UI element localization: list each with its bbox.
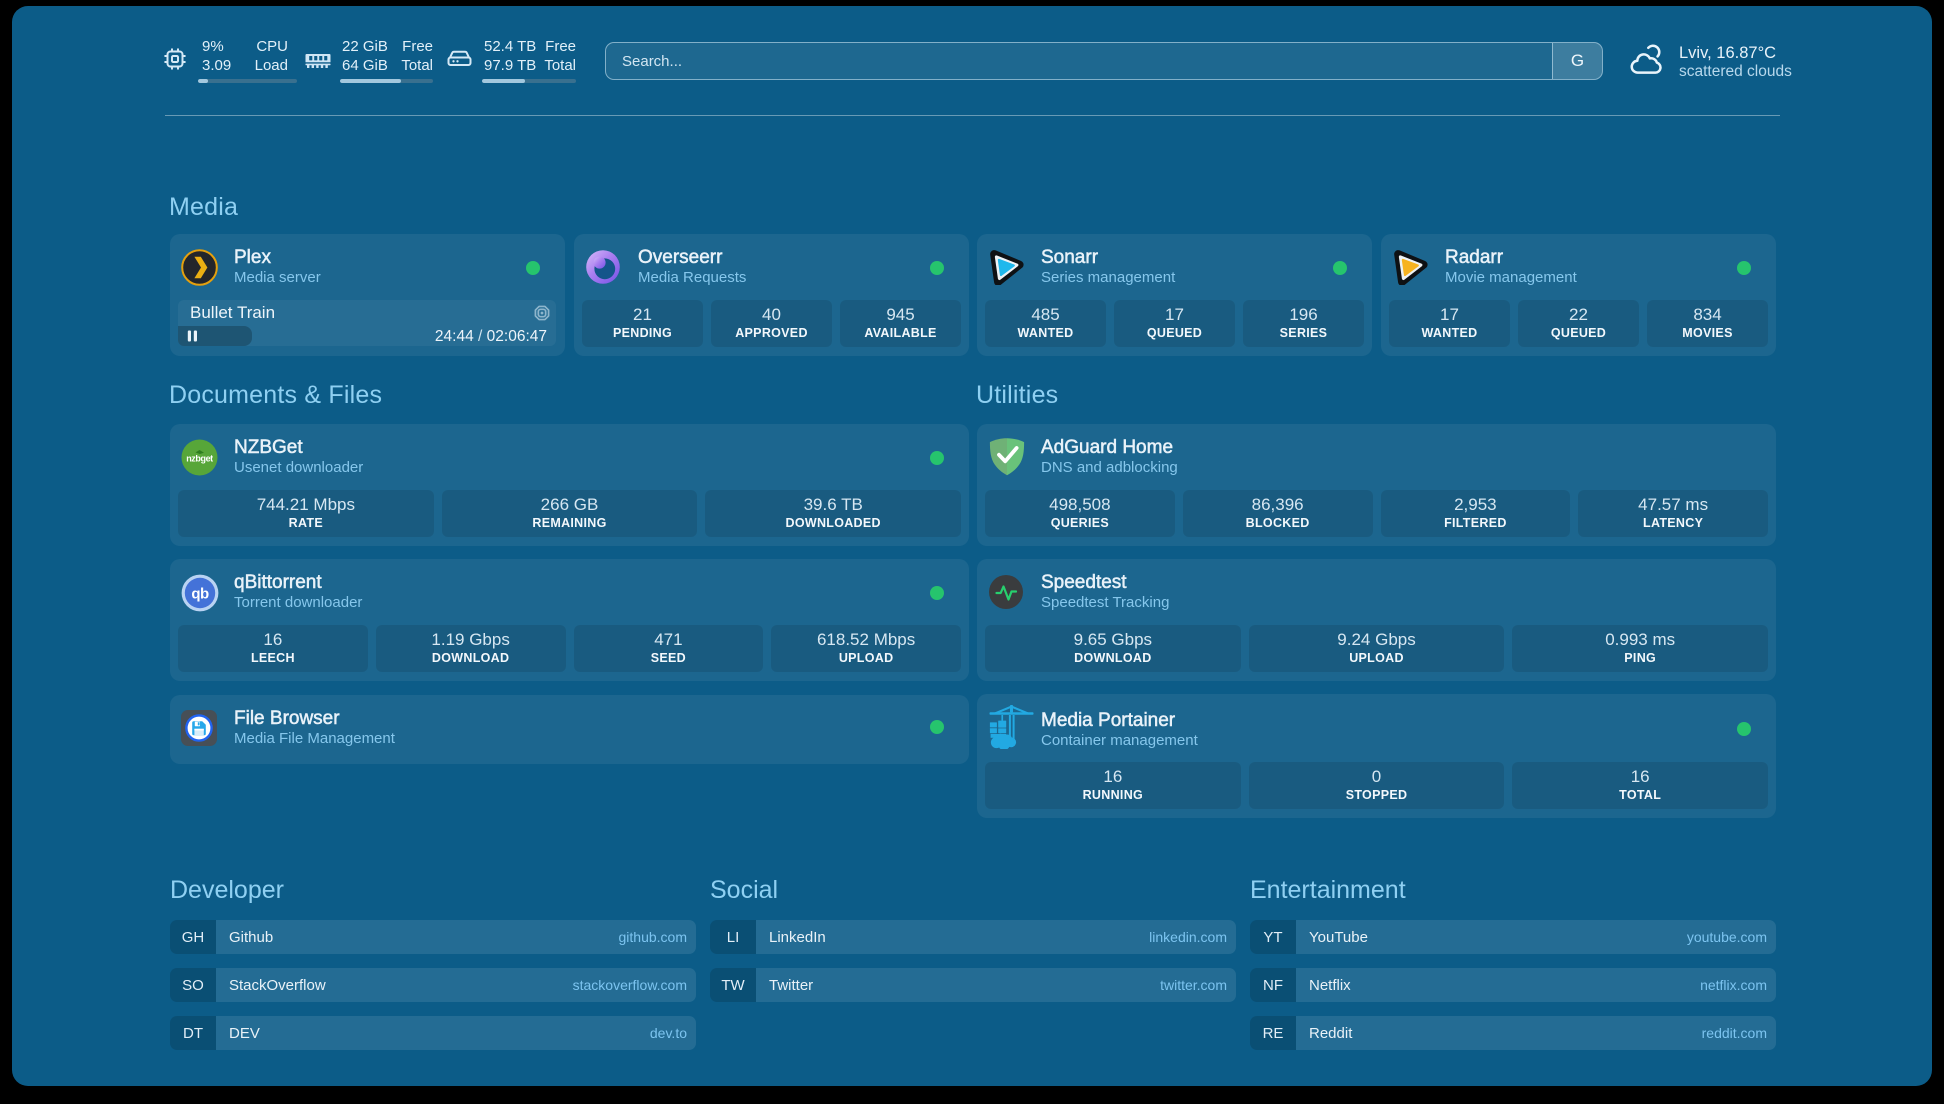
svg-text:nzbget: nzbget xyxy=(186,454,213,464)
svg-text:qb: qb xyxy=(191,586,209,603)
